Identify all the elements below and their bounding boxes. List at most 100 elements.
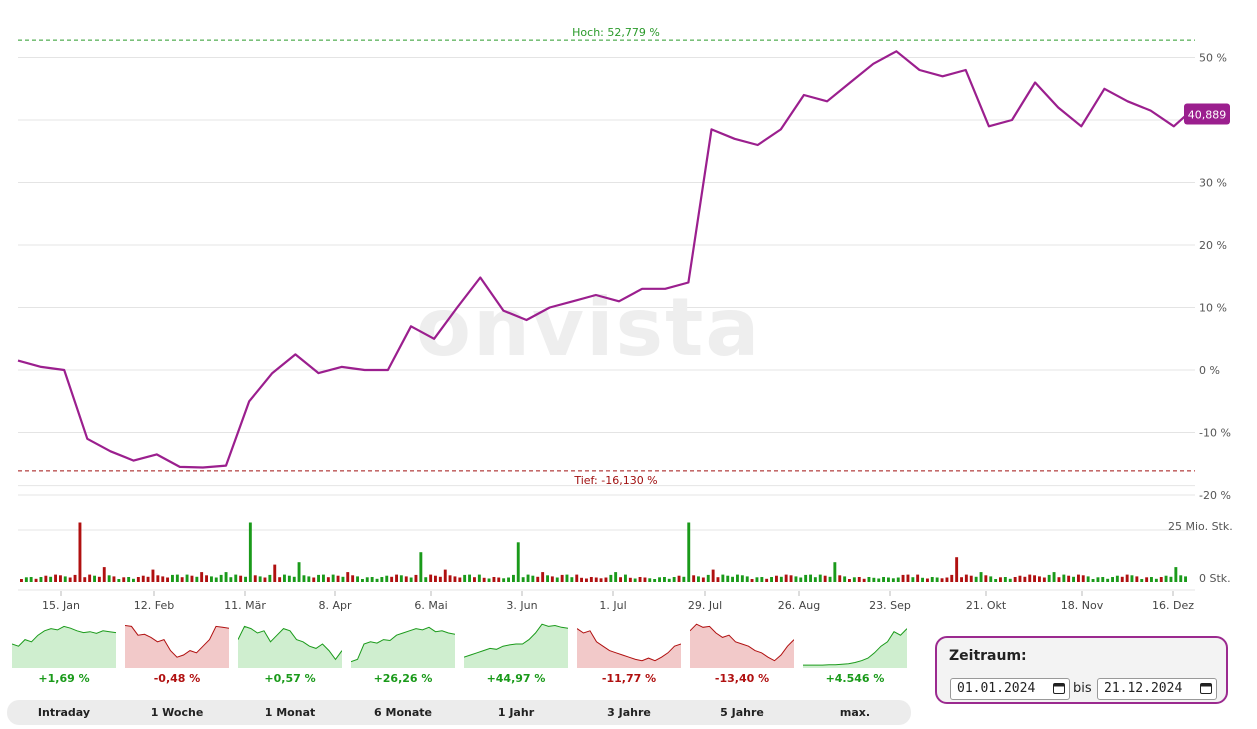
volume-bar [63, 576, 67, 582]
calendar-icon[interactable] [1053, 682, 1065, 694]
sparkline [577, 628, 681, 668]
range-tab[interactable]: 3 Jahre [607, 706, 651, 719]
volume-bar [658, 577, 661, 582]
volume-bar [882, 577, 885, 582]
x-tick-label: 16. Dez [1152, 599, 1194, 612]
x-tick-label: 12. Feb [134, 599, 174, 612]
range-tab[interactable]: 1 Woche [150, 706, 204, 719]
performance-tile[interactable]: -13,40 % [690, 620, 794, 692]
volume-bar [49, 576, 53, 582]
volume-bar [171, 574, 174, 582]
performance-tile[interactable]: -0,48 % [125, 620, 229, 692]
range-tab[interactable]: 6 Monate [374, 706, 432, 719]
high-label: Hoch: 52,779 % [572, 26, 660, 39]
sparkline-area [803, 628, 907, 668]
sparkline-line [690, 623, 794, 662]
sparkline-line [238, 625, 342, 661]
performance-tile[interactable]: +26,26 % [351, 620, 455, 692]
x-tick-label: 3. Jun [506, 599, 537, 612]
range-tab[interactable]: 5 Jahre [720, 706, 764, 719]
volume-bar [974, 576, 978, 582]
range-tab[interactable]: 1 Monat [264, 706, 316, 719]
zeitraum-title: Zeitraum: [949, 648, 1027, 664]
volume-bar [73, 574, 77, 582]
volume-bar [838, 575, 842, 582]
volume-bar [205, 575, 208, 582]
volume-bar [701, 577, 705, 582]
date-from-field[interactable]: 01.01.2024 [950, 678, 1070, 700]
date-from-value: 01.01.2024 [957, 681, 1036, 696]
volume-bar [443, 569, 447, 582]
volume-bar [361, 579, 364, 582]
x-tick-label: 29. Jul [688, 599, 722, 612]
volume-bar [887, 577, 890, 582]
x-tick-label: 21. Okt [966, 599, 1007, 612]
volume-bar [346, 572, 350, 582]
y-tick-label: 20 % [1199, 239, 1227, 252]
volume-bar [526, 574, 530, 582]
volume-bar [44, 575, 48, 582]
volume-bar [54, 574, 57, 582]
volume-bar [502, 578, 506, 582]
volume-bar [375, 578, 379, 582]
volume-bar [760, 577, 764, 582]
volume-bar [97, 576, 101, 582]
sparkline-area [690, 624, 794, 668]
calendar-icon[interactable] [1200, 682, 1212, 694]
volume-bar [721, 574, 725, 582]
y-tick-label: 10 % [1199, 302, 1227, 315]
y-tick-label: 0 % [1199, 364, 1220, 377]
volume-bar [185, 574, 189, 582]
volume-bar [29, 577, 33, 582]
y-tick-label: 30 % [1199, 177, 1227, 190]
volume-bar [107, 575, 111, 582]
volume-bar [1067, 575, 1071, 582]
last-value-text: 40,889 [1188, 108, 1227, 121]
performance-tile[interactable]: +4.546 % [803, 620, 907, 692]
volume-bar [273, 564, 277, 582]
volume-bar [497, 577, 501, 582]
volume-bar [1047, 574, 1051, 582]
range-tab[interactable]: 1 Jahr [497, 706, 535, 719]
volume-bar [692, 575, 696, 582]
last-value-badge: 40,889 [1184, 103, 1230, 125]
volume-bar [200, 572, 204, 582]
y-tick-label: -10 % [1199, 427, 1231, 440]
volume-bar [979, 572, 983, 582]
performance-tile[interactable]: -11,77 % [577, 620, 681, 692]
date-to-field[interactable]: 21.12.2024 [1097, 678, 1217, 700]
sparkline [12, 625, 116, 668]
volume-bar [935, 577, 939, 582]
volume-bar [234, 574, 238, 582]
volume-bar [409, 577, 413, 582]
volume-bar [536, 576, 540, 582]
volume-bar [390, 576, 394, 582]
volume-bar [570, 577, 574, 582]
x-tick-label: 18. Nov [1061, 599, 1104, 612]
y-tick-label: 50 % [1199, 52, 1227, 65]
performance-tile[interactable]: +44,97 % [464, 620, 568, 692]
volume-bar [224, 572, 228, 582]
volume-bar [487, 578, 491, 582]
sparkline-area [464, 624, 568, 668]
volume-bar [365, 577, 369, 582]
volume-bar [736, 574, 739, 582]
volume-bar [83, 577, 87, 582]
volume-bar [813, 577, 817, 582]
volume-bar [594, 577, 598, 582]
volume-bar [146, 576, 150, 582]
volume-bar [278, 577, 282, 582]
x-axis: 15. Jan 12. Feb 11. Mär 8. Apr 6. Mai 3. Jun 1… [42, 591, 1194, 612]
performance-tile[interactable]: +0,57 % [238, 620, 342, 692]
range-tab[interactable]: max. [839, 706, 871, 719]
sparkline-line [12, 625, 116, 647]
volume-bar [88, 574, 92, 582]
performance-tile[interactable]: +1,69 % [12, 620, 116, 692]
performance-change: +0,57 % [264, 672, 316, 685]
volume-bar [1077, 574, 1080, 582]
range-tab[interactable]: Intraday [37, 706, 91, 719]
volume-bar [117, 579, 121, 582]
volume-bar [1023, 576, 1027, 582]
volume-bar [399, 575, 403, 582]
volume-bar [317, 574, 320, 582]
